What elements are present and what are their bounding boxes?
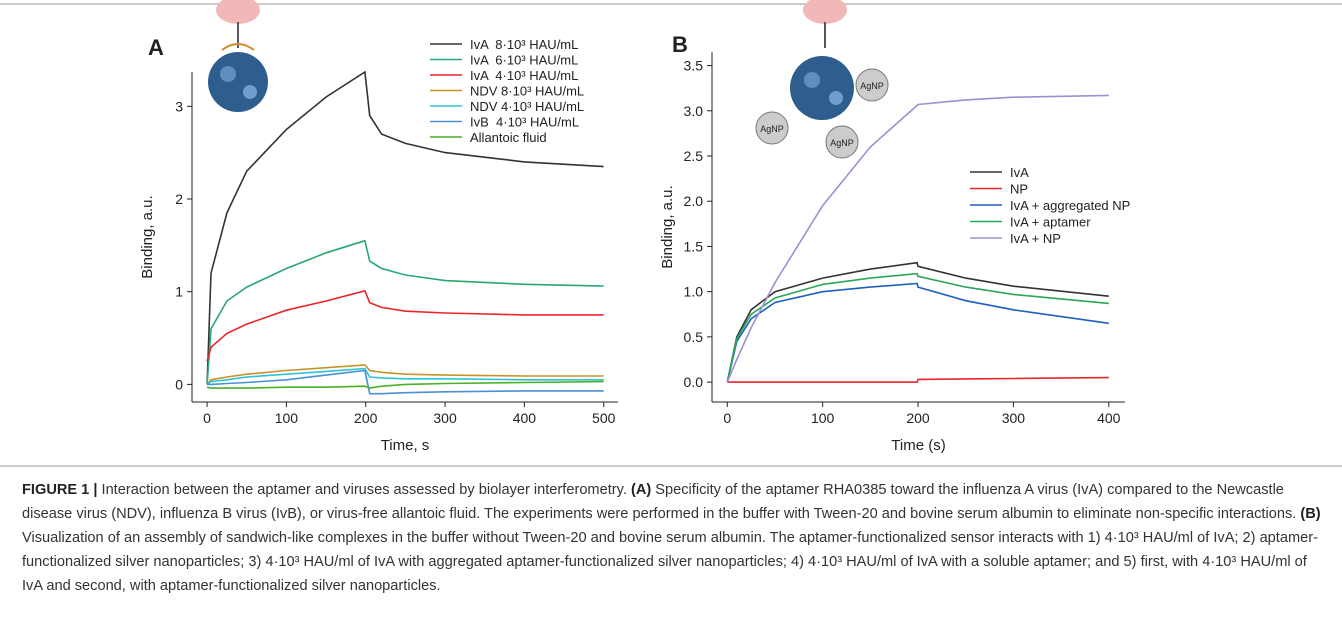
x-tick-label: 300 <box>433 410 457 426</box>
nanoparticle-label: AgNP <box>760 124 784 134</box>
series-line <box>727 376 1109 383</box>
panel-label: A <box>148 35 164 60</box>
caption-label: FIGURE 1 | <box>22 482 98 498</box>
y-tick-label: 2.5 <box>684 148 704 164</box>
caption-panel-ref: (B) <box>1300 506 1321 522</box>
x-tick-label: 400 <box>1097 410 1121 426</box>
caption: FIGURE 1 | Interaction between the aptam… <box>22 478 1322 598</box>
x-tick-label: 0 <box>723 410 731 426</box>
x-tick-label: 500 <box>592 410 616 426</box>
y-tick-label: 3.5 <box>684 58 704 74</box>
y-axis-label: Binding, a.u. <box>139 195 156 278</box>
legend-label: NP <box>1010 182 1028 197</box>
x-tick-label: 200 <box>354 410 378 426</box>
y-axis-label: Binding, a.u. <box>659 185 676 268</box>
y-tick-label: 1 <box>175 284 183 300</box>
series-line <box>726 94 1109 383</box>
legend-label: IvA + aptamer <box>1010 215 1091 230</box>
legend-label: IvA <box>1010 165 1029 180</box>
x-tick-label: 300 <box>1002 410 1026 426</box>
series-line <box>206 289 604 362</box>
x-tick-label: 400 <box>513 410 537 426</box>
x-axis-label: Time (s) <box>891 437 945 454</box>
nanoparticle-label: AgNP <box>830 138 854 148</box>
virus-illustration-b <box>755 0 889 159</box>
series-line <box>726 282 1109 383</box>
series-line <box>206 239 604 385</box>
legend-label: IvA 4·10³ HAU/mL <box>470 68 578 83</box>
x-tick-label: 100 <box>811 410 835 426</box>
legend-label: NDV 8·10³ HAU/mL <box>470 84 584 99</box>
series-line <box>207 369 604 395</box>
y-tick-label: 2 <box>175 191 183 207</box>
y-tick-label: 0.0 <box>684 374 704 390</box>
legend-label: IvB 4·10³ HAU/mL <box>470 115 579 130</box>
legend-label: IvA + aggregated NP <box>1010 198 1130 213</box>
series-line <box>726 272 1109 383</box>
series-line <box>726 261 1109 383</box>
x-tick-label: 200 <box>906 410 930 426</box>
series-line <box>206 364 604 385</box>
series-line <box>206 70 604 385</box>
y-tick-label: 2.0 <box>684 193 704 209</box>
legend-label: IvA 8·10³ HAU/mL <box>470 37 578 52</box>
x-tick-label: 100 <box>275 410 299 426</box>
caption-text: Visualization of an assembly of sandwich… <box>22 530 1318 594</box>
caption-text: Specificity of the aptamer RHA0385 towar… <box>22 482 1301 522</box>
legend-label: IvA + NP <box>1010 231 1061 246</box>
nanoparticle-label: AgNP <box>860 81 884 91</box>
x-axis-label: Time, s <box>381 437 430 454</box>
y-tick-label: 3.0 <box>684 103 704 119</box>
y-tick-label: 1.0 <box>684 284 704 300</box>
virus-illustration-a <box>208 0 268 112</box>
y-tick-label: 0 <box>175 376 183 392</box>
panel-label: B <box>672 32 688 57</box>
charts: AgNP AgNP AgNP 0 100 200 300 400 500 0 1 2 3 Time,… <box>0 0 1342 467</box>
caption-panel-ref: (A) <box>630 482 652 498</box>
x-tick-label: 0 <box>203 410 211 426</box>
legend-label: NDV 4·10³ HAU/mL <box>470 99 584 114</box>
series-line <box>206 380 604 389</box>
y-tick-label: 0.5 <box>684 329 704 345</box>
series-line <box>206 367 604 386</box>
legend-label: IvA 6·10³ HAU/mL <box>470 53 578 68</box>
y-tick-label: 3 <box>175 98 183 114</box>
y-tick-label: 1.5 <box>684 238 704 254</box>
caption-text: Interaction between the aptamer and viru… <box>101 482 631 498</box>
legend-label: Allantoic fluid <box>470 130 547 145</box>
